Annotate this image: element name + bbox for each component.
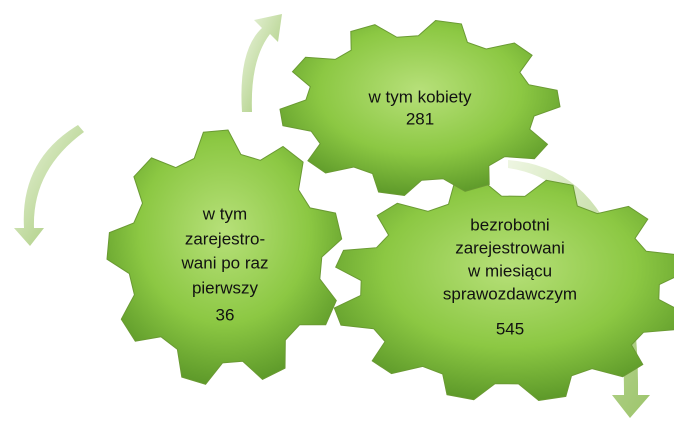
gear-label: pierwszy [192,278,259,297]
gear-value: 36 [216,305,235,324]
arrow [14,125,84,246]
gear-value: 545 [496,319,524,338]
gear-label: zarejestrowani [455,238,565,257]
gear-label: wani po raz [181,253,269,272]
diagram: bezrobotni zarejestrowani w miesiącu sprawo… [0,0,674,421]
gear-label: w miesiącu [467,261,552,280]
gear-value: 281 [406,109,434,128]
gears [107,21,674,401]
arrow [241,14,282,112]
gear-label: bezrobotni [470,215,549,234]
gear-label: w tym [202,204,247,223]
gear-label: w tym kobiety [368,87,472,106]
gear-label: zarejestro- [185,229,265,248]
gear-label: sprawozdawczym [443,284,577,303]
